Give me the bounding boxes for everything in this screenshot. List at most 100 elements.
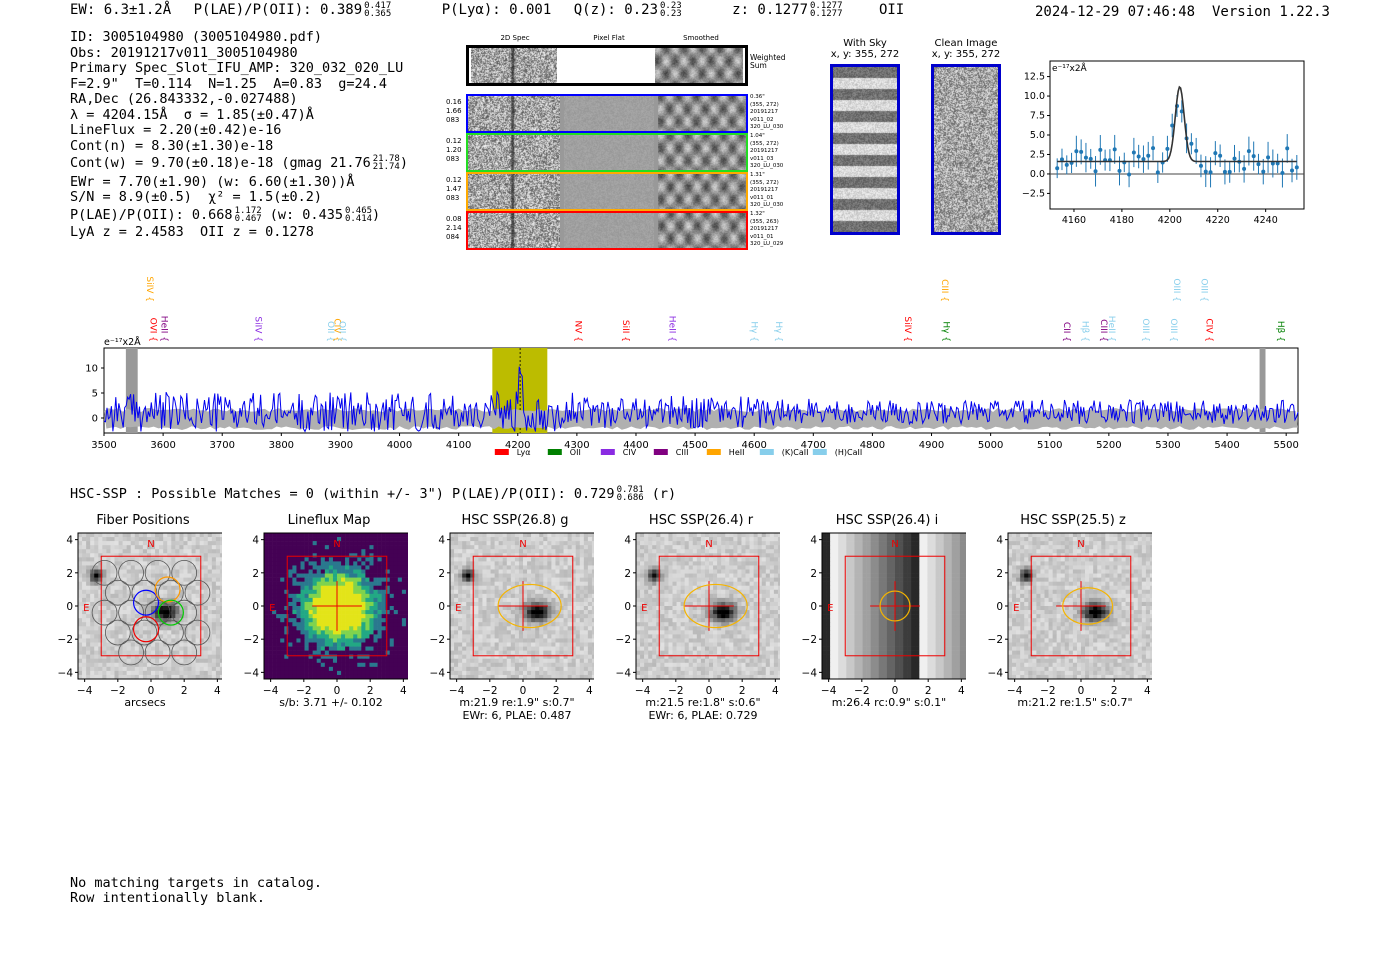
compass-north: N xyxy=(705,539,712,550)
spectrum-legend-label: (H)CaII xyxy=(835,448,862,457)
line-fit-ytick-label: 12.5 xyxy=(1024,72,1045,83)
line-fit-point xyxy=(1155,170,1160,175)
spec2d-row-meta: 1.04" (355, 272) 20191217 v011_03 320_LU_030 xyxy=(750,133,784,169)
info-obs: Obs: 20191217v011_3005104980 xyxy=(70,44,298,61)
full-spectrum-plot: e⁻¹⁷x2Å 10 5 0 3500 3600 3700 3800 3900 4000 4100 4… xyxy=(85,276,1299,457)
spectrum-line-label: OII { xyxy=(325,321,335,342)
compass-east: E xyxy=(455,603,461,614)
spectrum-xtick-label: 4000 xyxy=(387,440,412,451)
info-primary: Primary Spec_Slot_IFU_AMP: 320_032_020_L… xyxy=(70,60,404,76)
spectrum-legend-label: HeII xyxy=(729,448,745,457)
fiber-circle xyxy=(131,579,158,606)
spectrum-xtick-label: 3500 xyxy=(91,440,116,451)
spectrum-masked-region xyxy=(125,348,138,433)
line-fit-point xyxy=(1285,146,1290,151)
fiber-circle xyxy=(131,619,158,646)
spectrum-xtick-label: 3600 xyxy=(150,440,175,451)
cutout-xtick-label: 0 xyxy=(334,685,341,697)
cutout-aperture xyxy=(683,583,748,629)
cutout-ytick-label: −4 xyxy=(244,667,260,679)
weighted-sum-label: Weighted Sum xyxy=(750,53,786,70)
cutout-xtick-label: 2 xyxy=(739,685,746,697)
cutout-xtick-label: 4 xyxy=(1144,685,1151,697)
fiber-circle xyxy=(144,559,171,586)
header-z: z: 0.1277 0.1277 0.1277 OII xyxy=(732,1,905,19)
line-fit-point xyxy=(1256,162,1261,167)
spec2d-row-smoothed xyxy=(658,135,746,170)
fiber-circle xyxy=(158,579,184,606)
cutout-ytick-label: 2 xyxy=(996,568,1003,580)
spectrum-line-label: Hγ { xyxy=(773,321,783,342)
info-lambda: λ = 4204.15Å σ = 1.85(±0.47)Å xyxy=(70,106,314,123)
spec2d-row xyxy=(466,133,748,172)
spectrum-line-label: CIV { xyxy=(1203,318,1213,342)
spectrum-legend-label: (K)CaII xyxy=(782,448,809,457)
spectrum-xtick-label: 4500 xyxy=(682,440,707,451)
spectrum-xtick-label: 5100 xyxy=(1037,440,1062,451)
fiber-circle xyxy=(184,579,211,606)
line-fit-point xyxy=(1275,161,1280,166)
compass-north: N xyxy=(1077,539,1084,550)
cutout-ytick-label: 0 xyxy=(252,601,259,613)
line-fit-point xyxy=(1170,123,1175,128)
cutout-ytick-label: 2 xyxy=(252,568,259,580)
spec2d-panel: 2D Spec Pixel Flat Smoothed Weighted Sum… xyxy=(444,32,804,257)
cutout-ytick-label: 4 xyxy=(252,535,259,547)
spectrum-line-label: Hγ { xyxy=(940,321,950,342)
spec2d-row-stats: 0.12 1.20 083 xyxy=(446,137,462,163)
cutout-ytick-label: 0 xyxy=(996,601,1003,613)
cutout-ytick-label: 0 xyxy=(438,601,445,613)
spectrum-line-label: OIII { xyxy=(1140,318,1150,342)
spectrum-legend-label: CIII xyxy=(676,448,689,457)
cutout-caption-line: m:21.5 re:1.8" s:0.6" xyxy=(645,696,761,709)
spectrum-xtick-label: 4100 xyxy=(446,440,471,451)
cutout-image xyxy=(450,533,594,680)
compass-north: N xyxy=(891,539,898,550)
spec2d-row-smoothed xyxy=(658,174,746,209)
cutout-search-box xyxy=(844,555,946,657)
cutout-caption: m:21.9 re:1.9" s:0.7" EWr: 6, PLAE: 0.487 xyxy=(442,696,592,722)
line-fit-point xyxy=(1266,155,1271,160)
line-fit-point xyxy=(1098,147,1103,152)
cutout-image xyxy=(264,533,408,680)
line-fit-point xyxy=(1280,171,1285,176)
spectrum-legend-swatch xyxy=(759,449,774,455)
spec2d-row xyxy=(466,211,748,250)
line-fit-point xyxy=(1261,169,1266,174)
spectrum-xtick-label: 4800 xyxy=(860,440,885,451)
cutout-xtick-label: −4 xyxy=(263,685,279,697)
cutout-ytick-label: −4 xyxy=(802,667,818,679)
spec2d-col-title: Smoothed xyxy=(683,34,719,42)
spectrum-line-label: CIII { xyxy=(1098,319,1108,342)
cutout-caption: arcsecs xyxy=(70,696,220,709)
line-fit-xtick-label: 4160 xyxy=(1062,215,1086,226)
cutout-panel: N E 4 −4 2 −2 0 0 −2 2 −4 4 xyxy=(988,532,1152,697)
cutout-ytick-label: 4 xyxy=(996,535,1003,547)
line-fit-model xyxy=(1057,85,1297,163)
cutout-caption-line: EWr: 6, PLAE: 0.487 xyxy=(462,709,572,722)
compass-east: E xyxy=(1013,603,1019,614)
info-lineflux: LineFlux = 2.20(±0.42)e-16 xyxy=(70,122,282,138)
fiber-circle xyxy=(171,639,198,666)
spec2d-row-stats: 0.16 1.66 083 xyxy=(446,98,462,124)
cutout-ytick-label: 2 xyxy=(624,568,631,580)
fiber-circle xyxy=(171,599,198,626)
cutout-aperture xyxy=(497,583,562,629)
line-fit-point xyxy=(1189,141,1194,146)
cutout-caption-line: s/b: 3.71 +/- 0.102 xyxy=(279,696,383,709)
cutout-xtick-label: 4 xyxy=(214,685,221,697)
cutout-xtick-label: 2 xyxy=(925,685,932,697)
fiber-circle xyxy=(104,579,131,606)
cutout-xtick-label: 4 xyxy=(586,685,593,697)
spectrum-ytick-label: 5 xyxy=(92,389,98,400)
line-fit-point xyxy=(1203,169,1208,174)
spectrum-line-label: OVI { xyxy=(148,318,158,342)
cutout-image xyxy=(1008,533,1152,680)
spec2d-row-flat xyxy=(564,96,654,131)
line-fit-xtick-label: 4200 xyxy=(1158,215,1182,226)
spec2d-row-spec xyxy=(468,135,560,170)
line-fit-ytick-label: 0.0 xyxy=(1030,169,1045,180)
line-fit-point xyxy=(1079,149,1084,154)
catalog-note-line: No matching targets in catalog. xyxy=(70,875,322,891)
info-id: ID: 3005104980 (3005104980.pdf) xyxy=(70,29,322,45)
